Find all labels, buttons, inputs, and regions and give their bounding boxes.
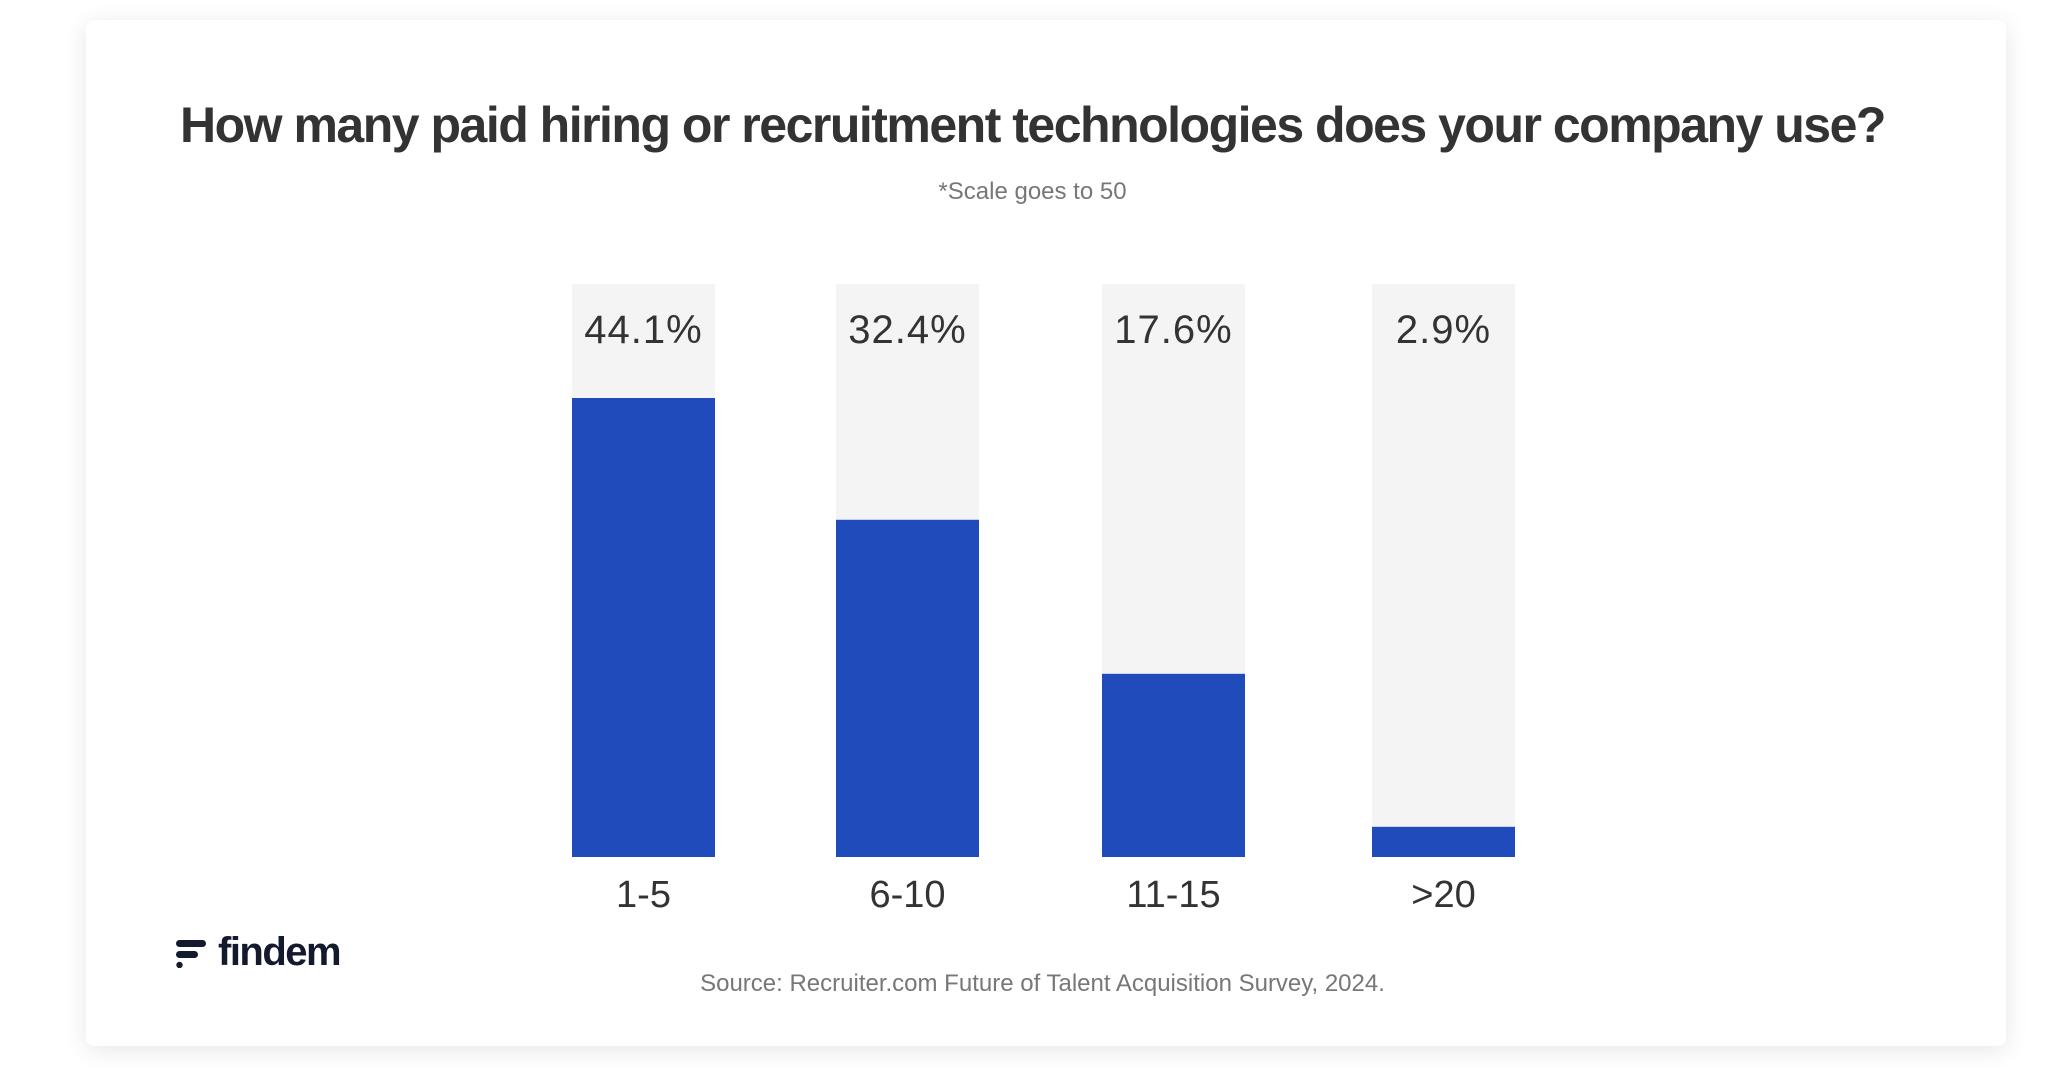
category-label: >20 [1411, 874, 1475, 916]
bar-track [1372, 284, 1515, 857]
source-note: Source: Recruiter.com Future of Talent A… [700, 970, 1385, 997]
data-label: 2.9% [1396, 308, 1491, 352]
findem-logo-icon [176, 939, 206, 968]
chart-subtitle: *Scale goes to 50 [938, 178, 1127, 205]
bar [1372, 826, 1515, 857]
category-label: 11-15 [1126, 874, 1220, 916]
bar [1102, 673, 1245, 857]
findem-logo: findem [176, 930, 342, 975]
data-label: 44.1% [584, 308, 702, 352]
chart-title: How many paid hiring or recruitment tech… [180, 97, 1886, 153]
data-label: 17.6% [1114, 308, 1232, 352]
findem-logo-text: findem [218, 930, 342, 974]
data-label: 32.4% [848, 308, 966, 352]
category-label: 6-10 [869, 874, 945, 916]
bar [572, 398, 715, 857]
category-label: 1-5 [616, 874, 671, 916]
bar [836, 519, 979, 857]
chart-card [86, 20, 2006, 1046]
